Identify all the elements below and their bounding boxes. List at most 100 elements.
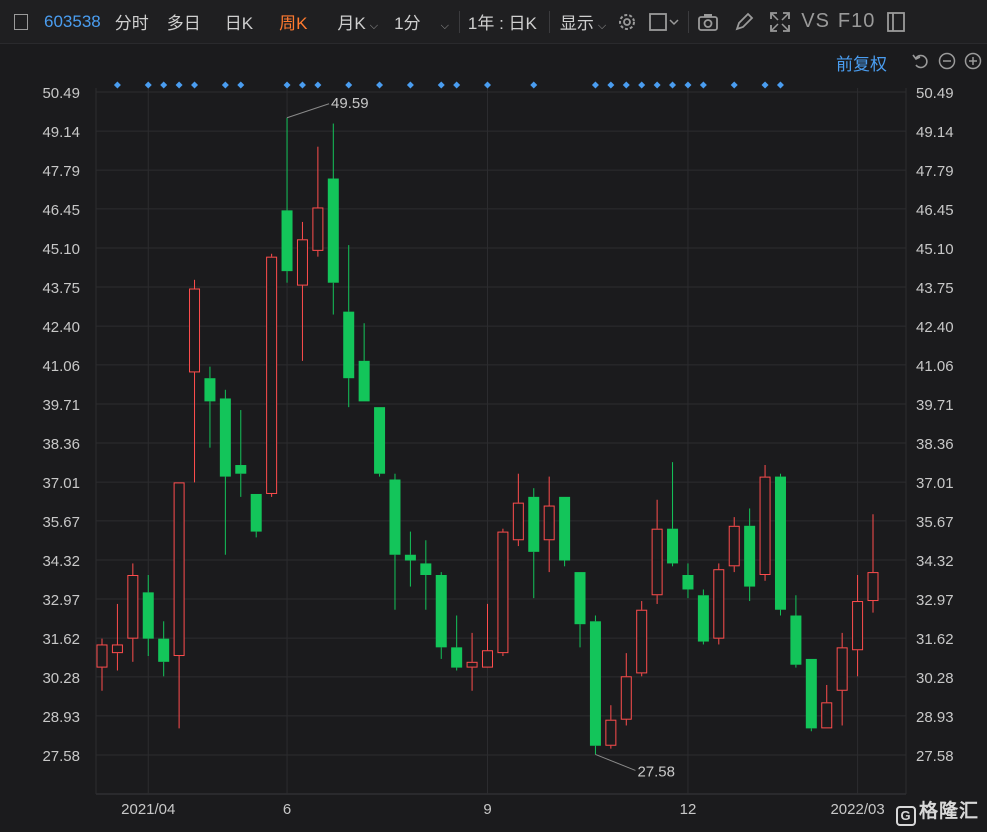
candle-body	[482, 650, 493, 668]
candle	[389, 473, 401, 610]
candle	[867, 514, 879, 613]
pen-icon[interactable]	[733, 11, 755, 33]
event-marker	[160, 81, 168, 89]
candle	[250, 493, 262, 538]
candle-body	[574, 572, 586, 625]
candle	[559, 496, 571, 567]
chevron-down-icon: ⌵	[440, 20, 449, 32]
stock-code[interactable]: 603538	[44, 11, 101, 31]
candle-body	[451, 647, 463, 668]
low-price-label: 27.58	[637, 763, 675, 780]
candle-body	[96, 644, 108, 668]
y-tick-label-left: 30.28	[42, 670, 80, 687]
toolbar-divider	[458, 10, 460, 33]
zoom-in-icon[interactable]	[964, 52, 982, 70]
event-marker	[191, 81, 199, 89]
candle-body	[713, 569, 725, 639]
y-tick-label-right: 37.01	[916, 475, 954, 492]
y-tick-label-left: 41.06	[42, 358, 80, 375]
event-marker	[684, 81, 692, 89]
window-icon[interactable]	[885, 11, 907, 33]
y-axis-right: 50.49 49.14 47.79 46.45 45.10 43.75 42.40 41.06…	[916, 85, 954, 765]
candle-body	[466, 661, 478, 668]
event-marker	[175, 81, 183, 89]
candle	[374, 407, 386, 477]
y-tick-label-left: 43.75	[42, 280, 80, 297]
price-adjust-toggle[interactable]: 前复权	[836, 55, 887, 74]
panel-toggle-icon[interactable]	[14, 13, 28, 30]
candle	[466, 632, 478, 691]
candle-body	[790, 615, 802, 665]
toolbar-divider	[688, 10, 690, 33]
range-select[interactable]: 1年 : 日K	[467, 14, 537, 33]
y-tick-label-left: 42.40	[42, 319, 80, 336]
zoom-out-icon[interactable]	[938, 52, 956, 70]
y-axis-left: 50.49 49.14 47.79 46.45 45.10 43.75 42.40 41.06…	[42, 85, 80, 765]
candle	[435, 572, 447, 659]
candle-body	[744, 525, 756, 587]
event-marker	[776, 81, 784, 89]
y-tick-label-right: 43.75	[916, 280, 954, 297]
candle	[574, 572, 586, 648]
y-tick-label-right: 39.71	[916, 397, 954, 414]
candle	[142, 574, 154, 657]
candle-body	[204, 378, 216, 402]
candle-body	[821, 702, 833, 729]
y-tick-label-right: 30.28	[916, 670, 954, 687]
candle	[620, 653, 632, 726]
chart-area[interactable]: 50.49 49.14 47.79 46.45 45.10 43.75 42.40 41.06…	[0, 44, 987, 827]
y-tick-label-right: 31.62	[916, 631, 954, 648]
candle	[281, 117, 293, 283]
f10-button[interactable]: F10	[837, 10, 876, 32]
y-tick-label-right: 50.49	[916, 85, 954, 102]
x-tick-label: 12	[680, 801, 697, 818]
brand-text: 格隆汇	[919, 801, 980, 822]
candle-body	[682, 574, 694, 590]
settings-icon[interactable]	[616, 11, 638, 33]
low-leader-line	[595, 753, 636, 771]
candle-body	[374, 407, 386, 474]
tab-monthly-k[interactable]: 月K ⌵	[337, 9, 378, 34]
undo-icon[interactable]	[912, 52, 930, 70]
tab-intraday[interactable]: 分时	[114, 14, 149, 33]
y-tick-label-left: 46.45	[42, 202, 80, 219]
event-marker	[314, 81, 322, 89]
candle-body	[605, 719, 617, 746]
candle	[821, 684, 833, 729]
y-tick-label-right: 34.32	[916, 553, 954, 570]
candle-body	[173, 482, 185, 657]
candle	[589, 615, 601, 755]
tab-multi-day[interactable]: 多日	[166, 14, 201, 33]
brand-logo-icon: G	[896, 806, 916, 826]
event-marker	[453, 81, 461, 89]
square-icon[interactable]	[648, 11, 680, 33]
display-menu[interactable]: 显示 ⌵	[560, 9, 606, 34]
x-tick-label: 2022/03	[830, 801, 884, 818]
candle	[605, 705, 617, 749]
event-marker	[298, 81, 306, 89]
candle	[404, 531, 416, 587]
event-markers	[113, 81, 784, 89]
candle-body	[219, 398, 231, 477]
candle-body	[497, 531, 509, 654]
tab-minute[interactable]: 1分 ⌵	[394, 9, 449, 34]
candle-body	[528, 496, 540, 552]
candle	[296, 221, 308, 361]
expand-icon[interactable]	[769, 11, 791, 33]
event-marker	[283, 81, 291, 89]
camera-icon[interactable]	[697, 11, 719, 33]
candle-body	[559, 496, 571, 561]
candle-body	[142, 592, 154, 639]
candle-body	[111, 644, 123, 654]
tab-weekly-k[interactable]: 周K	[279, 14, 308, 33]
candle	[189, 279, 201, 483]
candle-body	[389, 479, 401, 555]
candle	[697, 589, 709, 645]
y-tick-label-left: 27.58	[42, 748, 80, 765]
tab-daily-k[interactable]: 日K	[224, 14, 254, 33]
candle	[219, 389, 231, 555]
y-tick-label-right: 41.06	[916, 358, 954, 375]
candlestick-chart[interactable]: 50.49 49.14 47.79 46.45 45.10 43.75 42.40 41.06…	[0, 44, 987, 827]
compare-button[interactable]: VS	[801, 10, 830, 32]
candle	[667, 462, 679, 567]
